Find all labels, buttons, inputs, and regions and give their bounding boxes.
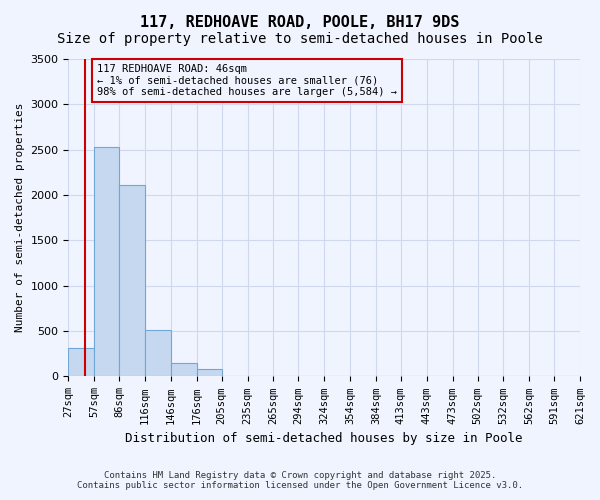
Bar: [119, 185, 145, 376]
Bar: [145, 330, 171, 376]
Text: 117, REDHOAVE ROAD, POOLE, BH17 9DS: 117, REDHOAVE ROAD, POOLE, BH17 9DS: [140, 15, 460, 30]
Y-axis label: Number of semi-detached properties: Number of semi-detached properties: [15, 103, 25, 332]
Bar: [94, 147, 119, 376]
Bar: [68, 348, 94, 376]
Text: 117 REDHOAVE ROAD: 46sqm
← 1% of semi-detached houses are smaller (76)
98% of se: 117 REDHOAVE ROAD: 46sqm ← 1% of semi-de…: [97, 64, 397, 98]
Bar: [197, 369, 222, 376]
Text: Size of property relative to semi-detached houses in Poole: Size of property relative to semi-detach…: [57, 32, 543, 46]
X-axis label: Distribution of semi-detached houses by size in Poole: Distribution of semi-detached houses by …: [125, 432, 523, 445]
Text: Contains HM Land Registry data © Crown copyright and database right 2025.
Contai: Contains HM Land Registry data © Crown c…: [77, 470, 523, 490]
Bar: [171, 363, 197, 376]
